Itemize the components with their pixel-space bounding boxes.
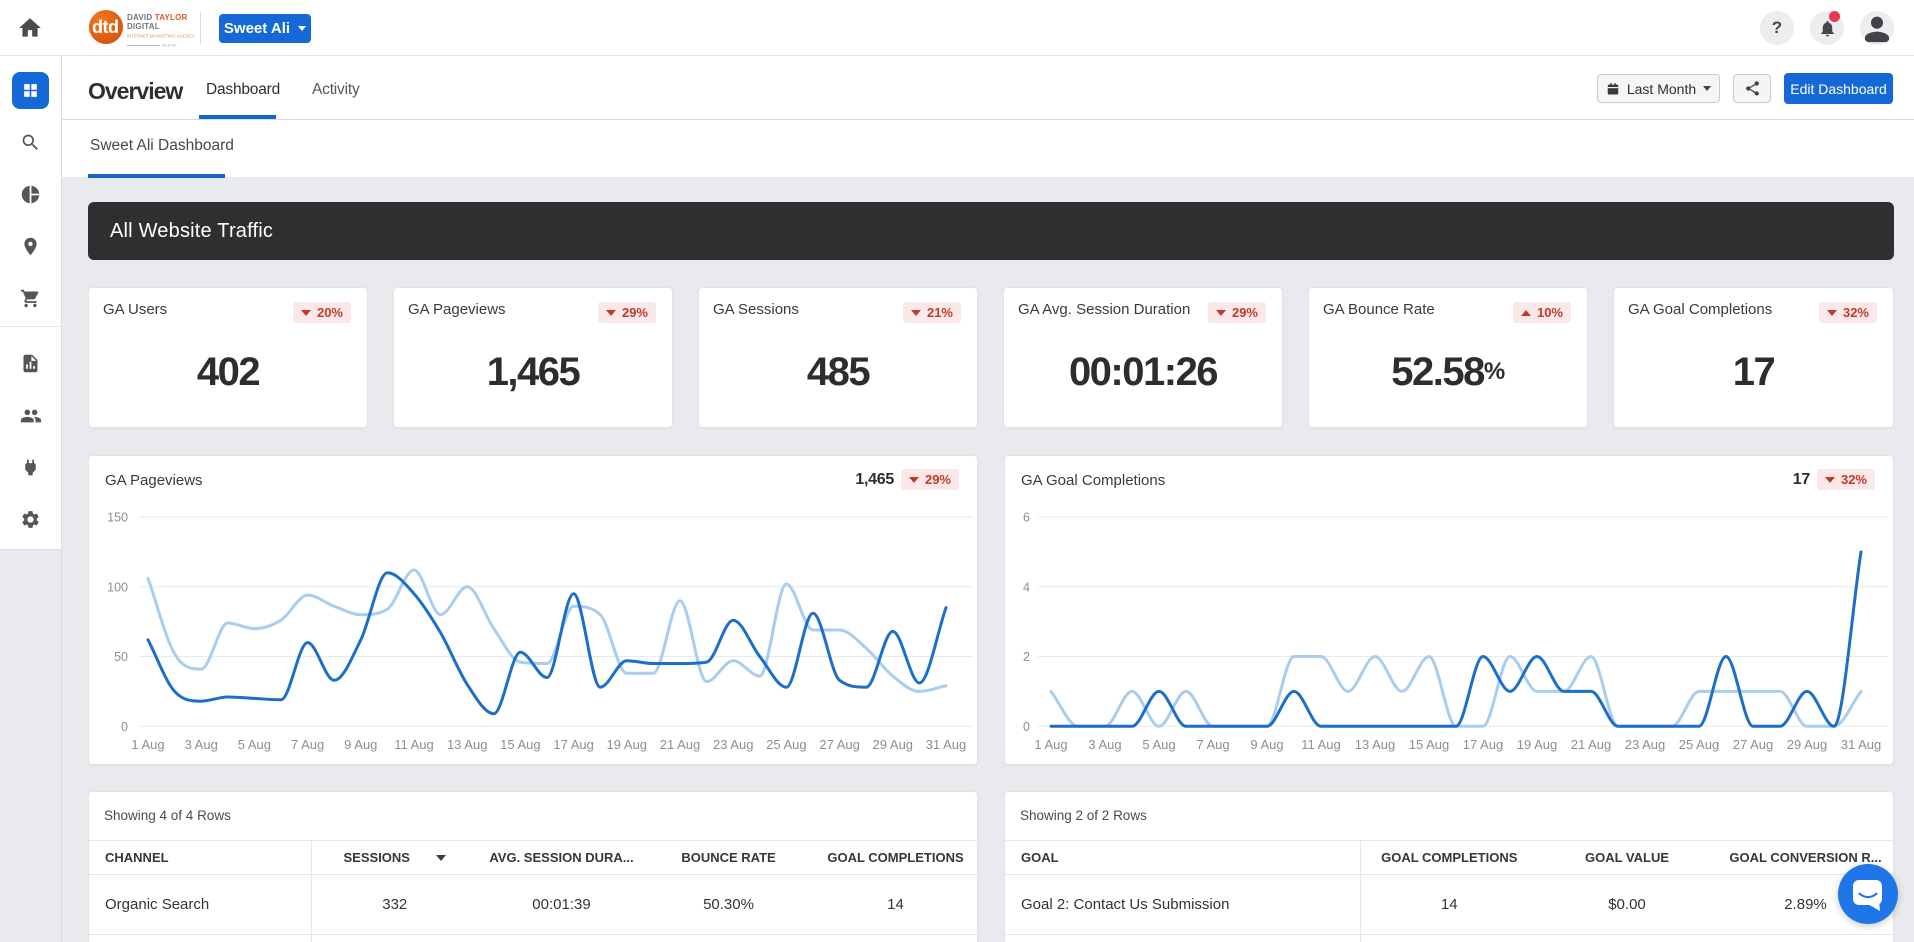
svg-text:11 Aug: 11 Aug xyxy=(394,737,434,752)
svg-text:19 Aug: 19 Aug xyxy=(1517,737,1558,752)
svg-text:100: 100 xyxy=(107,580,128,594)
svg-text:1 Aug: 1 Aug xyxy=(1034,737,1067,752)
svg-text:23 Aug: 23 Aug xyxy=(713,737,754,752)
svg-text:27 Aug: 27 Aug xyxy=(1733,737,1774,752)
svg-text:23 Aug: 23 Aug xyxy=(1625,737,1666,752)
svg-text:0: 0 xyxy=(1023,720,1030,734)
svg-text:21 Aug: 21 Aug xyxy=(660,737,701,752)
svg-text:29 Aug: 29 Aug xyxy=(1787,737,1828,752)
svg-text:13 Aug: 13 Aug xyxy=(447,737,488,752)
svg-text:31 Aug: 31 Aug xyxy=(926,737,967,752)
svg-text:150: 150 xyxy=(107,511,128,525)
svg-text:0: 0 xyxy=(121,720,128,734)
svg-text:15 Aug: 15 Aug xyxy=(1409,737,1450,752)
svg-text:29 Aug: 29 Aug xyxy=(873,737,914,752)
svg-text:25 Aug: 25 Aug xyxy=(1679,737,1720,752)
svg-text:7 Aug: 7 Aug xyxy=(291,737,324,752)
svg-text:17 Aug: 17 Aug xyxy=(1463,737,1504,752)
svg-text:3 Aug: 3 Aug xyxy=(185,737,218,752)
svg-text:13 Aug: 13 Aug xyxy=(1355,737,1396,752)
svg-text:2: 2 xyxy=(1023,650,1030,664)
svg-text:21 Aug: 21 Aug xyxy=(1571,737,1612,752)
svg-text:15 Aug: 15 Aug xyxy=(500,737,541,752)
svg-text:9 Aug: 9 Aug xyxy=(344,737,377,752)
svg-text:3 Aug: 3 Aug xyxy=(1088,737,1121,752)
svg-text:11 Aug: 11 Aug xyxy=(1301,737,1341,752)
svg-text:9 Aug: 9 Aug xyxy=(1250,737,1283,752)
svg-text:7 Aug: 7 Aug xyxy=(1196,737,1229,752)
svg-text:1 Aug: 1 Aug xyxy=(131,737,164,752)
svg-text:19 Aug: 19 Aug xyxy=(607,737,648,752)
svg-text:5 Aug: 5 Aug xyxy=(238,737,271,752)
svg-text:31 Aug: 31 Aug xyxy=(1841,737,1882,752)
svg-text:4: 4 xyxy=(1023,580,1030,594)
svg-text:25 Aug: 25 Aug xyxy=(766,737,807,752)
svg-text:50: 50 xyxy=(114,650,128,664)
svg-text:17 Aug: 17 Aug xyxy=(553,737,594,752)
svg-text:5 Aug: 5 Aug xyxy=(1142,737,1175,752)
svg-text:6: 6 xyxy=(1023,511,1030,525)
svg-text:27 Aug: 27 Aug xyxy=(819,737,860,752)
